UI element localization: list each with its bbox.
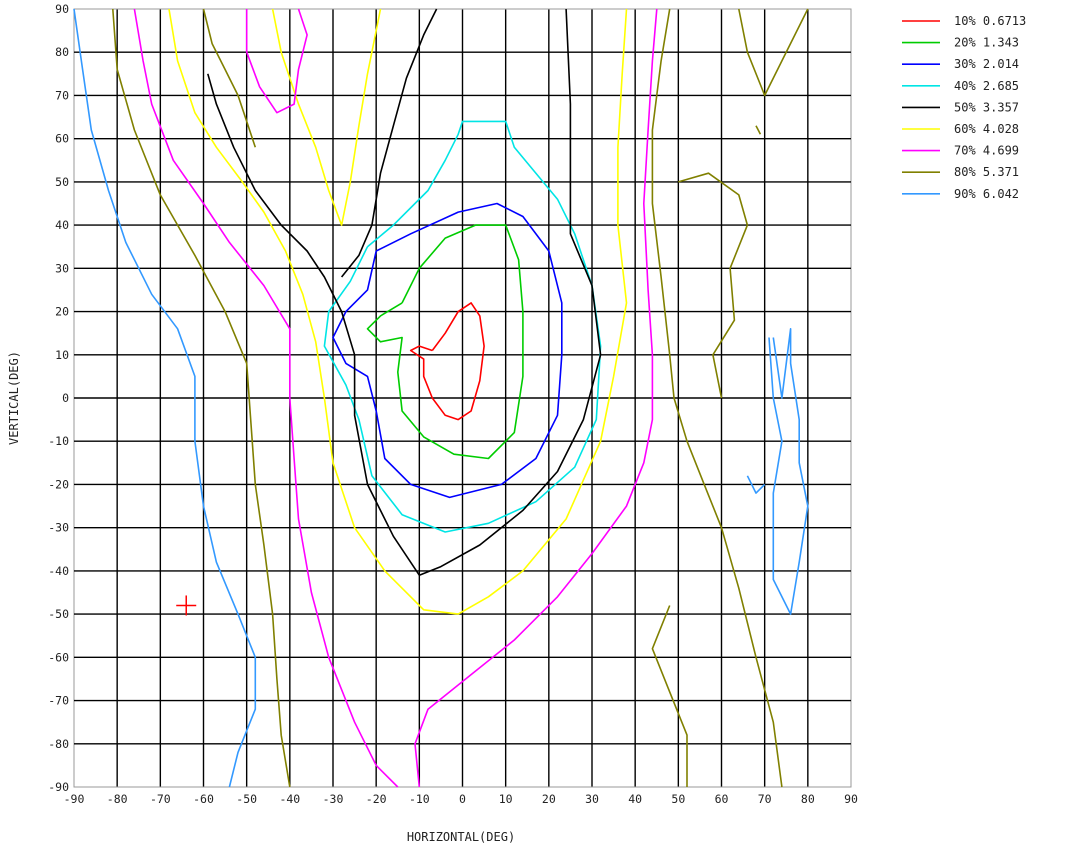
- y-tick-label: -70: [48, 694, 69, 708]
- x-tick-label: -40: [279, 792, 300, 806]
- legend-label: 10% 0.6713: [954, 14, 1026, 28]
- contour-line: [746, 475, 766, 494]
- contour-line: [332, 202, 563, 499]
- x-tick-label: 40: [628, 792, 642, 806]
- x-tick-label: -10: [409, 792, 430, 806]
- grid-lines: [73, 8, 852, 788]
- y-tick-label: 0: [62, 391, 69, 405]
- x-tick-label: -70: [150, 792, 171, 806]
- x-tick-label: -20: [366, 792, 387, 806]
- contour-line: [738, 8, 809, 97]
- contour-line: [245, 8, 308, 114]
- contour-line: [651, 8, 783, 788]
- x-tick-label: 70: [758, 792, 772, 806]
- y-tick-label: 30: [55, 261, 69, 275]
- y-tick-label: 90: [55, 2, 69, 16]
- contour-line: [323, 120, 602, 533]
- y-tick-label: -80: [48, 737, 69, 751]
- y-tick-label: -90: [48, 780, 69, 794]
- contour-line: [73, 8, 257, 788]
- contour-line: [202, 8, 257, 148]
- y-tick-label: 10: [55, 348, 69, 362]
- x-tick-label: 10: [499, 792, 513, 806]
- x-axis-title: HORIZONTAL(DEG): [407, 830, 515, 844]
- contour-series-5: [207, 8, 602, 576]
- contour-line: [207, 8, 602, 576]
- x-tick-label: -90: [64, 792, 85, 806]
- contour-line: [340, 8, 438, 278]
- legend-label: 30% 2.014: [954, 57, 1019, 71]
- y-tick-label: 20: [55, 305, 69, 319]
- y-axis-title: VERTICAL(DEG): [7, 351, 21, 445]
- contour-series-6: [168, 8, 628, 615]
- y-tick-label: 50: [55, 175, 69, 189]
- y-tick-label: -50: [48, 607, 69, 621]
- legend-label: 90% 6.042: [954, 187, 1019, 201]
- legend-label: 70% 4.699: [954, 144, 1019, 158]
- contour-line: [651, 605, 688, 787]
- x-tick-label: 50: [671, 792, 685, 806]
- contour-line: [271, 8, 382, 226]
- contour-line: [366, 224, 524, 460]
- y-tick-label: -30: [48, 521, 69, 535]
- x-tick-label: 20: [542, 792, 556, 806]
- contour-line: [168, 8, 628, 615]
- x-tick-label: 80: [801, 792, 815, 806]
- x-tick-label: -60: [193, 792, 214, 806]
- contour-series-7: [133, 8, 658, 788]
- y-tick-label: 70: [55, 88, 69, 102]
- contour-line: [112, 8, 291, 788]
- x-tick-label: 60: [715, 792, 729, 806]
- x-tick-label: 30: [585, 792, 599, 806]
- x-tick-label: 90: [844, 792, 858, 806]
- contour-line: [755, 125, 762, 135]
- legend-label: 40% 2.685: [954, 79, 1019, 93]
- y-tick-label: -20: [48, 477, 69, 491]
- y-tick-label: 80: [55, 45, 69, 59]
- legend-label: 80% 5.371: [954, 165, 1019, 179]
- tick-labels: -90 -80 -70 -60 -50 -40 -30 -20 -10 0 10 20 30 40 50 60…: [48, 2, 858, 806]
- contour-series-4: [323, 120, 602, 533]
- marker-layer: [176, 595, 197, 616]
- contour-line: [678, 172, 749, 399]
- contour-line: [409, 302, 485, 421]
- x-tick-label: -80: [107, 792, 128, 806]
- contour-series-3: [332, 202, 563, 499]
- contour-series-9: [73, 8, 809, 788]
- contour-line: [133, 8, 399, 788]
- contour-series-1: [409, 302, 485, 421]
- y-tick-label: -60: [48, 650, 69, 664]
- x-tick-label: 0: [459, 792, 466, 806]
- legend: 10% 0.6713 20% 1.343 30% 2.014 40% 2.685 50%…: [902, 14, 1026, 201]
- contour-series-2: [366, 224, 524, 460]
- y-tick-label: 60: [55, 132, 69, 146]
- x-tick-label: -30: [323, 792, 344, 806]
- contour-line: [768, 328, 809, 615]
- contour-series-8: [112, 8, 809, 788]
- x-tick-label: -50: [236, 792, 257, 806]
- legend-label: 60% 4.028: [954, 122, 1019, 136]
- legend-label: 50% 3.357: [954, 100, 1019, 114]
- y-tick-label: 40: [55, 218, 69, 232]
- y-tick-label: -10: [48, 434, 69, 448]
- legend-label: 20% 1.343: [954, 36, 1019, 50]
- contour-line: [414, 8, 658, 788]
- y-tick-label: -40: [48, 564, 69, 578]
- contour-lines: [73, 8, 809, 788]
